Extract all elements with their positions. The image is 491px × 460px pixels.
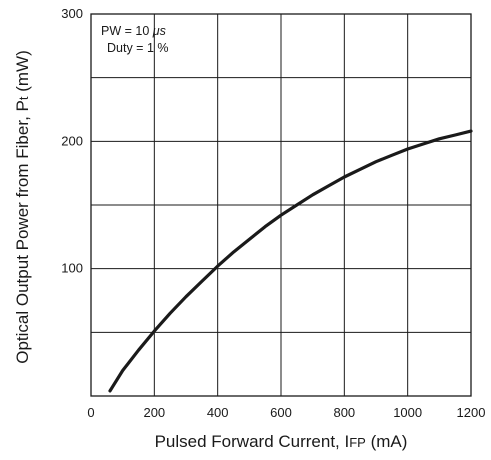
x-axis-label: Pulsed Forward Current, IFP (mA): [155, 432, 408, 451]
x-tick-label: 800: [333, 405, 355, 420]
y-axis-label-main: Optical Output Power from Fiber, P: [13, 100, 32, 364]
annotation-pulse-width: PW = 10 μs: [101, 24, 166, 38]
annotation-pw-prefix: PW = 10: [101, 24, 153, 38]
x-tick-label: 200: [143, 405, 165, 420]
x-tick-label: 1000: [393, 405, 422, 420]
x-tick-label: 400: [207, 405, 229, 420]
annotation-pw-unit: μs: [152, 24, 166, 38]
x-tick-label: 1200: [457, 405, 486, 420]
annotation-duty: Duty = 1 %: [107, 41, 169, 55]
y-axis-label: Optical Output Power from Fiber, Pt (mW): [13, 50, 32, 364]
annotation-box: PW = 10 μs Duty = 1 %: [92, 15, 169, 77]
tick-labels: 0 200 400 600 800 1000 1200 100 200 300: [61, 6, 485, 420]
y-tick-label: 200: [61, 133, 83, 148]
x-axis-label-unit: (mA): [366, 432, 408, 451]
y-tick-label: 100: [61, 261, 83, 276]
x-tick-label: 600: [270, 405, 292, 420]
series-line: [108, 129, 473, 393]
x-axis-label-main: Pulsed Forward Current, I: [155, 432, 350, 451]
plot-frame: [90, 13, 472, 397]
x-tick-label: 0: [87, 405, 94, 420]
x-axis-label-sub: FP: [349, 435, 366, 450]
y-tick-label: 300: [61, 6, 83, 21]
y-axis-label-unit: (mW): [13, 50, 32, 96]
y-axis-label-sub: t: [16, 96, 31, 100]
